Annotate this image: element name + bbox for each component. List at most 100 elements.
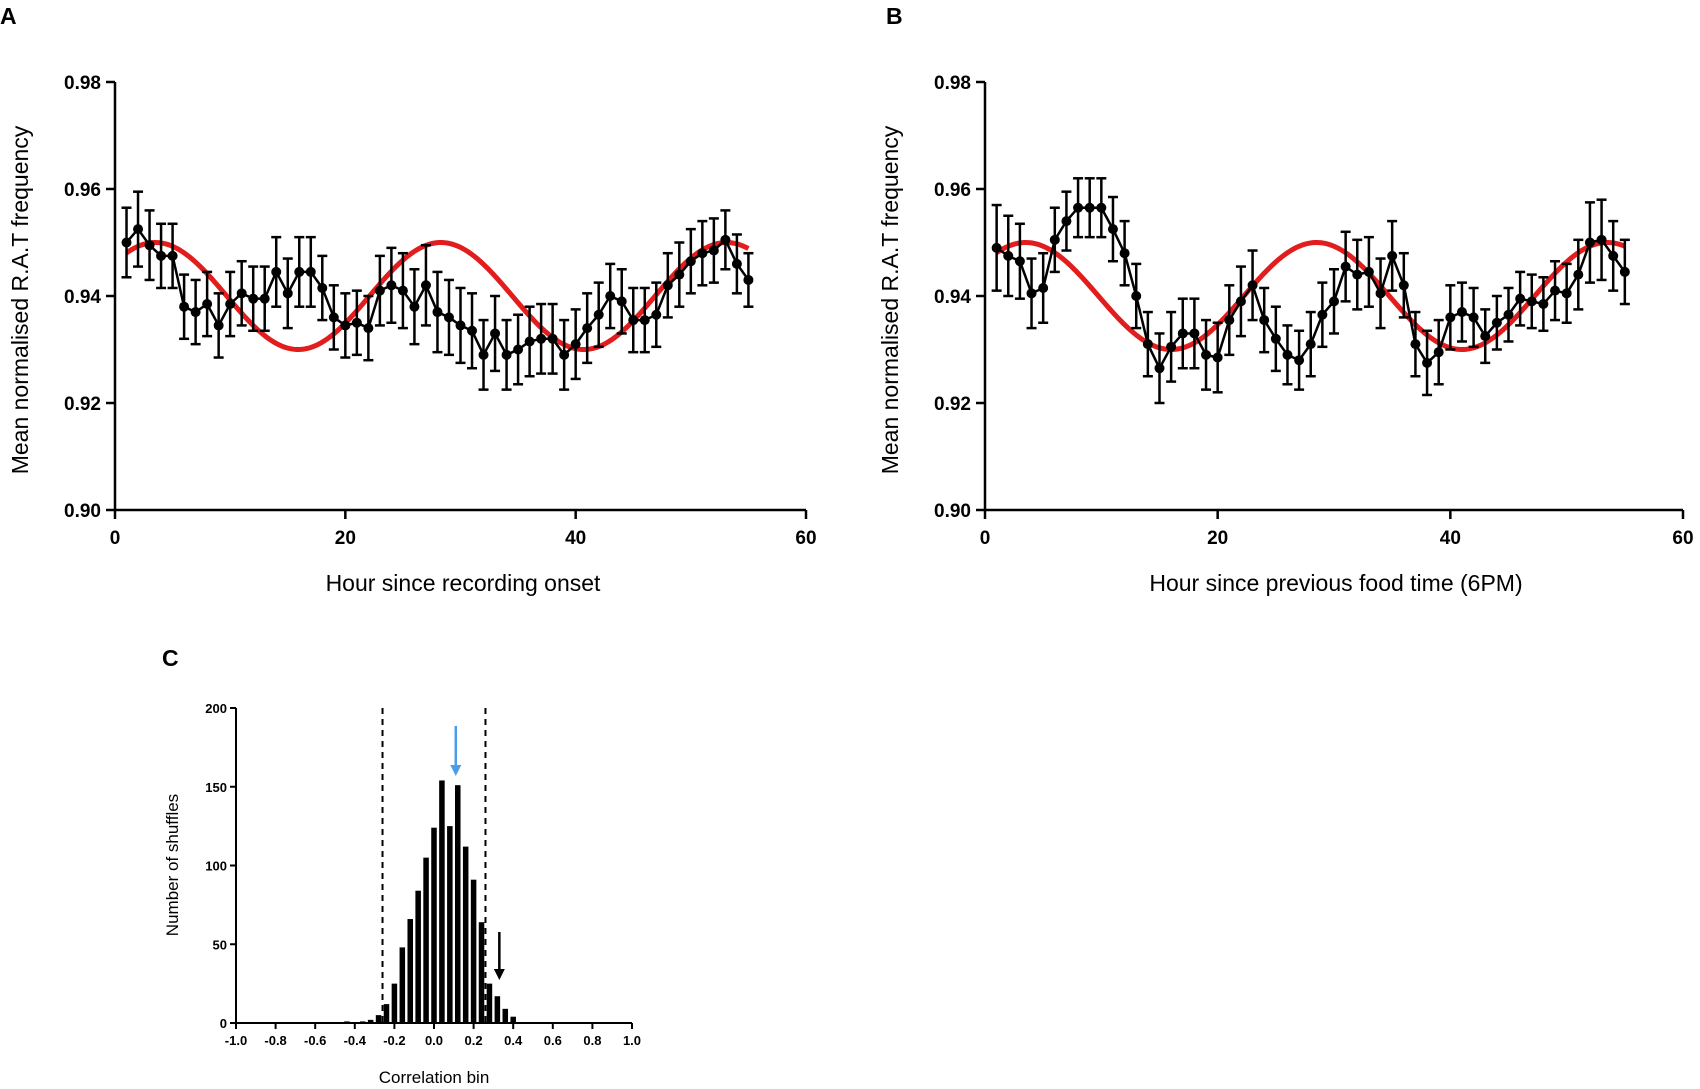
panel-a-data-point [374,285,385,296]
panel-b-x-ticks: 0 20 40 60 [980,510,1694,549]
panel-b-data-point [1107,224,1118,235]
panel-a-data-point [282,288,293,299]
panel-c-y-ticks: 0 50 100 150 200 [205,701,236,1031]
panel-b-y-tick-label: 0.96 [934,180,971,201]
panel-b-data-point [1596,234,1607,245]
panel-c-bar [502,1008,509,1023]
panel-a-x-tick-label: 0 [110,528,121,549]
panel-b-data-point [1038,282,1049,293]
panel-a-x-tick-label: 60 [795,528,816,549]
panel-b-data-point [1247,280,1258,291]
panel-c-x-tick-label: 0.6 [544,1033,562,1048]
panel-b-data-points [991,202,1630,374]
panel-b-data-point [1294,355,1305,366]
panel-a-y-ticks: 0.90 0.92 0.94 0.96 0.98 [64,73,115,522]
panel-a-data-point [432,307,443,318]
panel-a-data-point [305,266,316,277]
panel-b-data-point [1433,347,1444,358]
panel-c-y-tick-label: 100 [205,859,227,874]
panel-a-data-point [685,256,696,267]
panel-a-data-point [133,224,144,235]
panel-a-y-tick-label: 0.98 [64,73,101,94]
panel-b-data-point [1142,339,1153,350]
panel-b-data-point [1445,312,1456,323]
panel-b-data-point [1515,293,1526,304]
panel-a-y-tick-label: 0.90 [64,501,101,522]
panel-c-bars [344,780,516,1023]
panel-a-data-point [524,336,535,347]
panel-b-x-tick-label: 40 [1440,528,1461,549]
panel-a-data-point [490,328,501,339]
panel-a-data-point [397,285,408,296]
panel-c-bar [462,846,469,1023]
panel-b-data-point [1550,285,1561,296]
panel-b-data-point [1049,234,1060,245]
panel-b-data-point [1154,363,1165,374]
panel-b-y-ticks: 0.90 0.92 0.94 0.96 0.98 [934,73,985,522]
panel-b-data-point [1363,266,1374,277]
panel-c-bar [455,785,461,1023]
panel-c-bar [359,1021,366,1023]
panel-b-data-point [1235,296,1246,307]
panel-a-data-point [225,299,236,310]
panel-b-data-point [1224,315,1235,326]
panel-c-x-tick-label: 0.4 [504,1033,523,1048]
panel-a-data-point [674,269,685,280]
panel-a-data-point [662,280,673,291]
panel-b-data-point [1119,248,1130,259]
panel-a-data-point [467,325,478,336]
panel-b-y-tick-label: 0.94 [934,287,971,308]
panel-c-x-tick-label: -1.0 [225,1033,247,1048]
panel-a-x-axis-label: Hour since recording onset [326,570,601,596]
panel-a-data-point [720,234,731,245]
panel-a-data-points [121,224,754,360]
panel-c-observed-arrow [450,726,462,776]
panel-b-data-point [991,242,1002,253]
panel-a-data-point [513,344,524,355]
panel-b-data-point [1352,269,1363,280]
panel-a-data-point [605,291,616,301]
panel-c-bar [470,879,477,1023]
panel-a-data-point [156,250,167,261]
panel-b-data-point [1061,216,1072,227]
panel-a-y-tick-label: 0.96 [64,180,101,201]
panel-c-x-tick-label: 0.0 [425,1033,443,1048]
panel-b-data-point [1340,261,1351,272]
panel-a-data-point [743,274,754,285]
panel-a-data-point [409,301,420,312]
panel-c-shuffle-arrow [493,932,505,980]
panel-c-bar [383,1004,390,1023]
panel-b-data-point [1259,315,1270,326]
panel-b-x-tick-label: 20 [1207,528,1228,549]
panel-c-x-tick-label: -0.2 [383,1033,405,1048]
panel-b-y-tick-label: 0.90 [934,501,971,522]
panel-a-data-point [420,280,431,291]
panel-a-data-point [536,333,547,344]
panel-b-data-point [1503,309,1514,320]
panel-a-data-point [317,282,328,293]
panel-c-bar [486,983,493,1023]
panel-b-data-point [1398,280,1409,291]
panel-b-data-point [1573,269,1584,280]
panel-b-data-point [1026,288,1037,299]
panel-b-data-point [1317,309,1328,320]
panel-b-data-point [1166,341,1177,352]
panel-a-data-point [248,293,259,304]
panel-c-bar [367,1019,374,1023]
panel-b-data-point [1619,266,1630,277]
panel-a-y-axis-label: Mean normalised R.A.T frequency [7,125,33,474]
panel-b-y-tick-label: 0.98 [934,73,971,94]
panel-b-x-tick-label: 60 [1672,528,1693,549]
panel-a-data-point [731,258,742,269]
panel-a-data-point [167,250,178,261]
panel-b-data-point [1422,357,1433,368]
panel-c-bar [431,827,437,1023]
panel-b-label: B [886,3,903,29]
panel-b-data-point [1201,349,1212,360]
panel-c-y-tick-label: 50 [213,937,227,952]
panel-b-y-axis-label: Mean normalised R.A.T frequency [877,125,903,474]
panel-a-y-tick-label: 0.92 [64,394,101,415]
panel-b-data-point [1608,250,1619,261]
panel-a-data-point [559,349,570,360]
